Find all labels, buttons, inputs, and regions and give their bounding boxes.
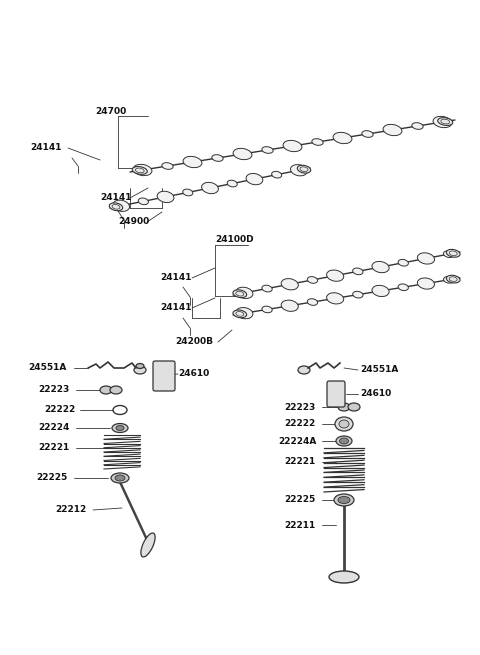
Text: 22223: 22223 xyxy=(284,403,315,411)
Text: 24141: 24141 xyxy=(100,193,132,202)
Ellipse shape xyxy=(383,124,402,136)
Text: 24141: 24141 xyxy=(160,274,192,282)
Ellipse shape xyxy=(418,278,434,289)
FancyBboxPatch shape xyxy=(153,361,175,391)
Ellipse shape xyxy=(297,165,311,173)
Text: 24141: 24141 xyxy=(160,303,192,312)
Text: 24141: 24141 xyxy=(30,143,61,153)
Ellipse shape xyxy=(398,259,408,266)
Text: 22223: 22223 xyxy=(38,386,69,394)
Text: 24610: 24610 xyxy=(178,369,209,377)
Ellipse shape xyxy=(134,366,146,374)
Ellipse shape xyxy=(312,139,323,145)
Ellipse shape xyxy=(109,203,123,211)
Ellipse shape xyxy=(262,285,272,292)
Ellipse shape xyxy=(335,417,353,431)
Ellipse shape xyxy=(418,253,434,264)
Ellipse shape xyxy=(227,180,237,187)
Ellipse shape xyxy=(298,366,310,374)
Text: 22224: 22224 xyxy=(38,424,70,432)
Ellipse shape xyxy=(336,436,352,446)
Ellipse shape xyxy=(444,276,454,283)
Ellipse shape xyxy=(262,147,273,153)
Text: 22221: 22221 xyxy=(38,443,69,453)
Ellipse shape xyxy=(272,172,282,178)
Ellipse shape xyxy=(113,200,130,212)
Ellipse shape xyxy=(339,438,348,444)
Ellipse shape xyxy=(398,284,408,291)
Ellipse shape xyxy=(157,191,174,202)
Ellipse shape xyxy=(362,130,373,138)
Text: 22225: 22225 xyxy=(284,495,315,504)
Ellipse shape xyxy=(290,164,307,176)
Ellipse shape xyxy=(444,251,454,257)
Ellipse shape xyxy=(136,364,144,369)
Ellipse shape xyxy=(338,496,350,504)
Ellipse shape xyxy=(262,306,272,313)
Ellipse shape xyxy=(281,278,299,290)
Ellipse shape xyxy=(348,403,360,411)
Ellipse shape xyxy=(326,270,344,281)
Ellipse shape xyxy=(307,276,318,283)
Ellipse shape xyxy=(115,475,125,481)
Ellipse shape xyxy=(412,122,423,129)
Text: 24200B: 24200B xyxy=(175,337,213,346)
Ellipse shape xyxy=(138,198,148,204)
Text: 22221: 22221 xyxy=(284,457,315,466)
Ellipse shape xyxy=(233,310,247,318)
Ellipse shape xyxy=(233,149,252,160)
Ellipse shape xyxy=(236,308,253,319)
Ellipse shape xyxy=(333,132,352,143)
Ellipse shape xyxy=(246,174,263,185)
Ellipse shape xyxy=(100,386,112,394)
Ellipse shape xyxy=(162,162,173,170)
Ellipse shape xyxy=(334,494,354,506)
Ellipse shape xyxy=(141,533,155,557)
Text: 22211: 22211 xyxy=(284,521,315,529)
Ellipse shape xyxy=(111,473,129,483)
Text: 22224A: 22224A xyxy=(278,436,316,445)
Ellipse shape xyxy=(283,140,302,152)
Ellipse shape xyxy=(329,571,359,583)
Ellipse shape xyxy=(202,182,218,194)
Ellipse shape xyxy=(353,268,363,274)
Ellipse shape xyxy=(446,275,460,283)
Ellipse shape xyxy=(372,286,389,297)
Text: 22212: 22212 xyxy=(55,506,86,514)
Ellipse shape xyxy=(132,166,147,174)
Ellipse shape xyxy=(372,261,389,272)
Ellipse shape xyxy=(183,157,202,168)
Text: 24100D: 24100D xyxy=(215,236,253,244)
Ellipse shape xyxy=(236,287,253,299)
Text: 22222: 22222 xyxy=(284,419,315,428)
Text: 22225: 22225 xyxy=(36,474,67,483)
Ellipse shape xyxy=(339,420,349,428)
Ellipse shape xyxy=(183,189,193,196)
Ellipse shape xyxy=(438,118,453,126)
Ellipse shape xyxy=(338,403,350,411)
Ellipse shape xyxy=(112,424,128,432)
Ellipse shape xyxy=(326,293,344,304)
Ellipse shape xyxy=(110,386,122,394)
Ellipse shape xyxy=(212,155,223,161)
Ellipse shape xyxy=(233,290,247,297)
Text: 24700: 24700 xyxy=(95,107,126,117)
Text: 24610: 24610 xyxy=(360,390,391,398)
Ellipse shape xyxy=(353,291,363,298)
Text: 24551A: 24551A xyxy=(28,364,66,373)
Ellipse shape xyxy=(433,117,452,128)
Text: 24551A: 24551A xyxy=(360,365,398,375)
Ellipse shape xyxy=(281,300,298,311)
Ellipse shape xyxy=(116,426,124,430)
Text: 22222: 22222 xyxy=(44,405,75,415)
FancyBboxPatch shape xyxy=(327,381,345,407)
Text: 24900: 24900 xyxy=(118,217,149,227)
Ellipse shape xyxy=(307,299,318,305)
Ellipse shape xyxy=(133,164,152,176)
Ellipse shape xyxy=(446,250,460,257)
